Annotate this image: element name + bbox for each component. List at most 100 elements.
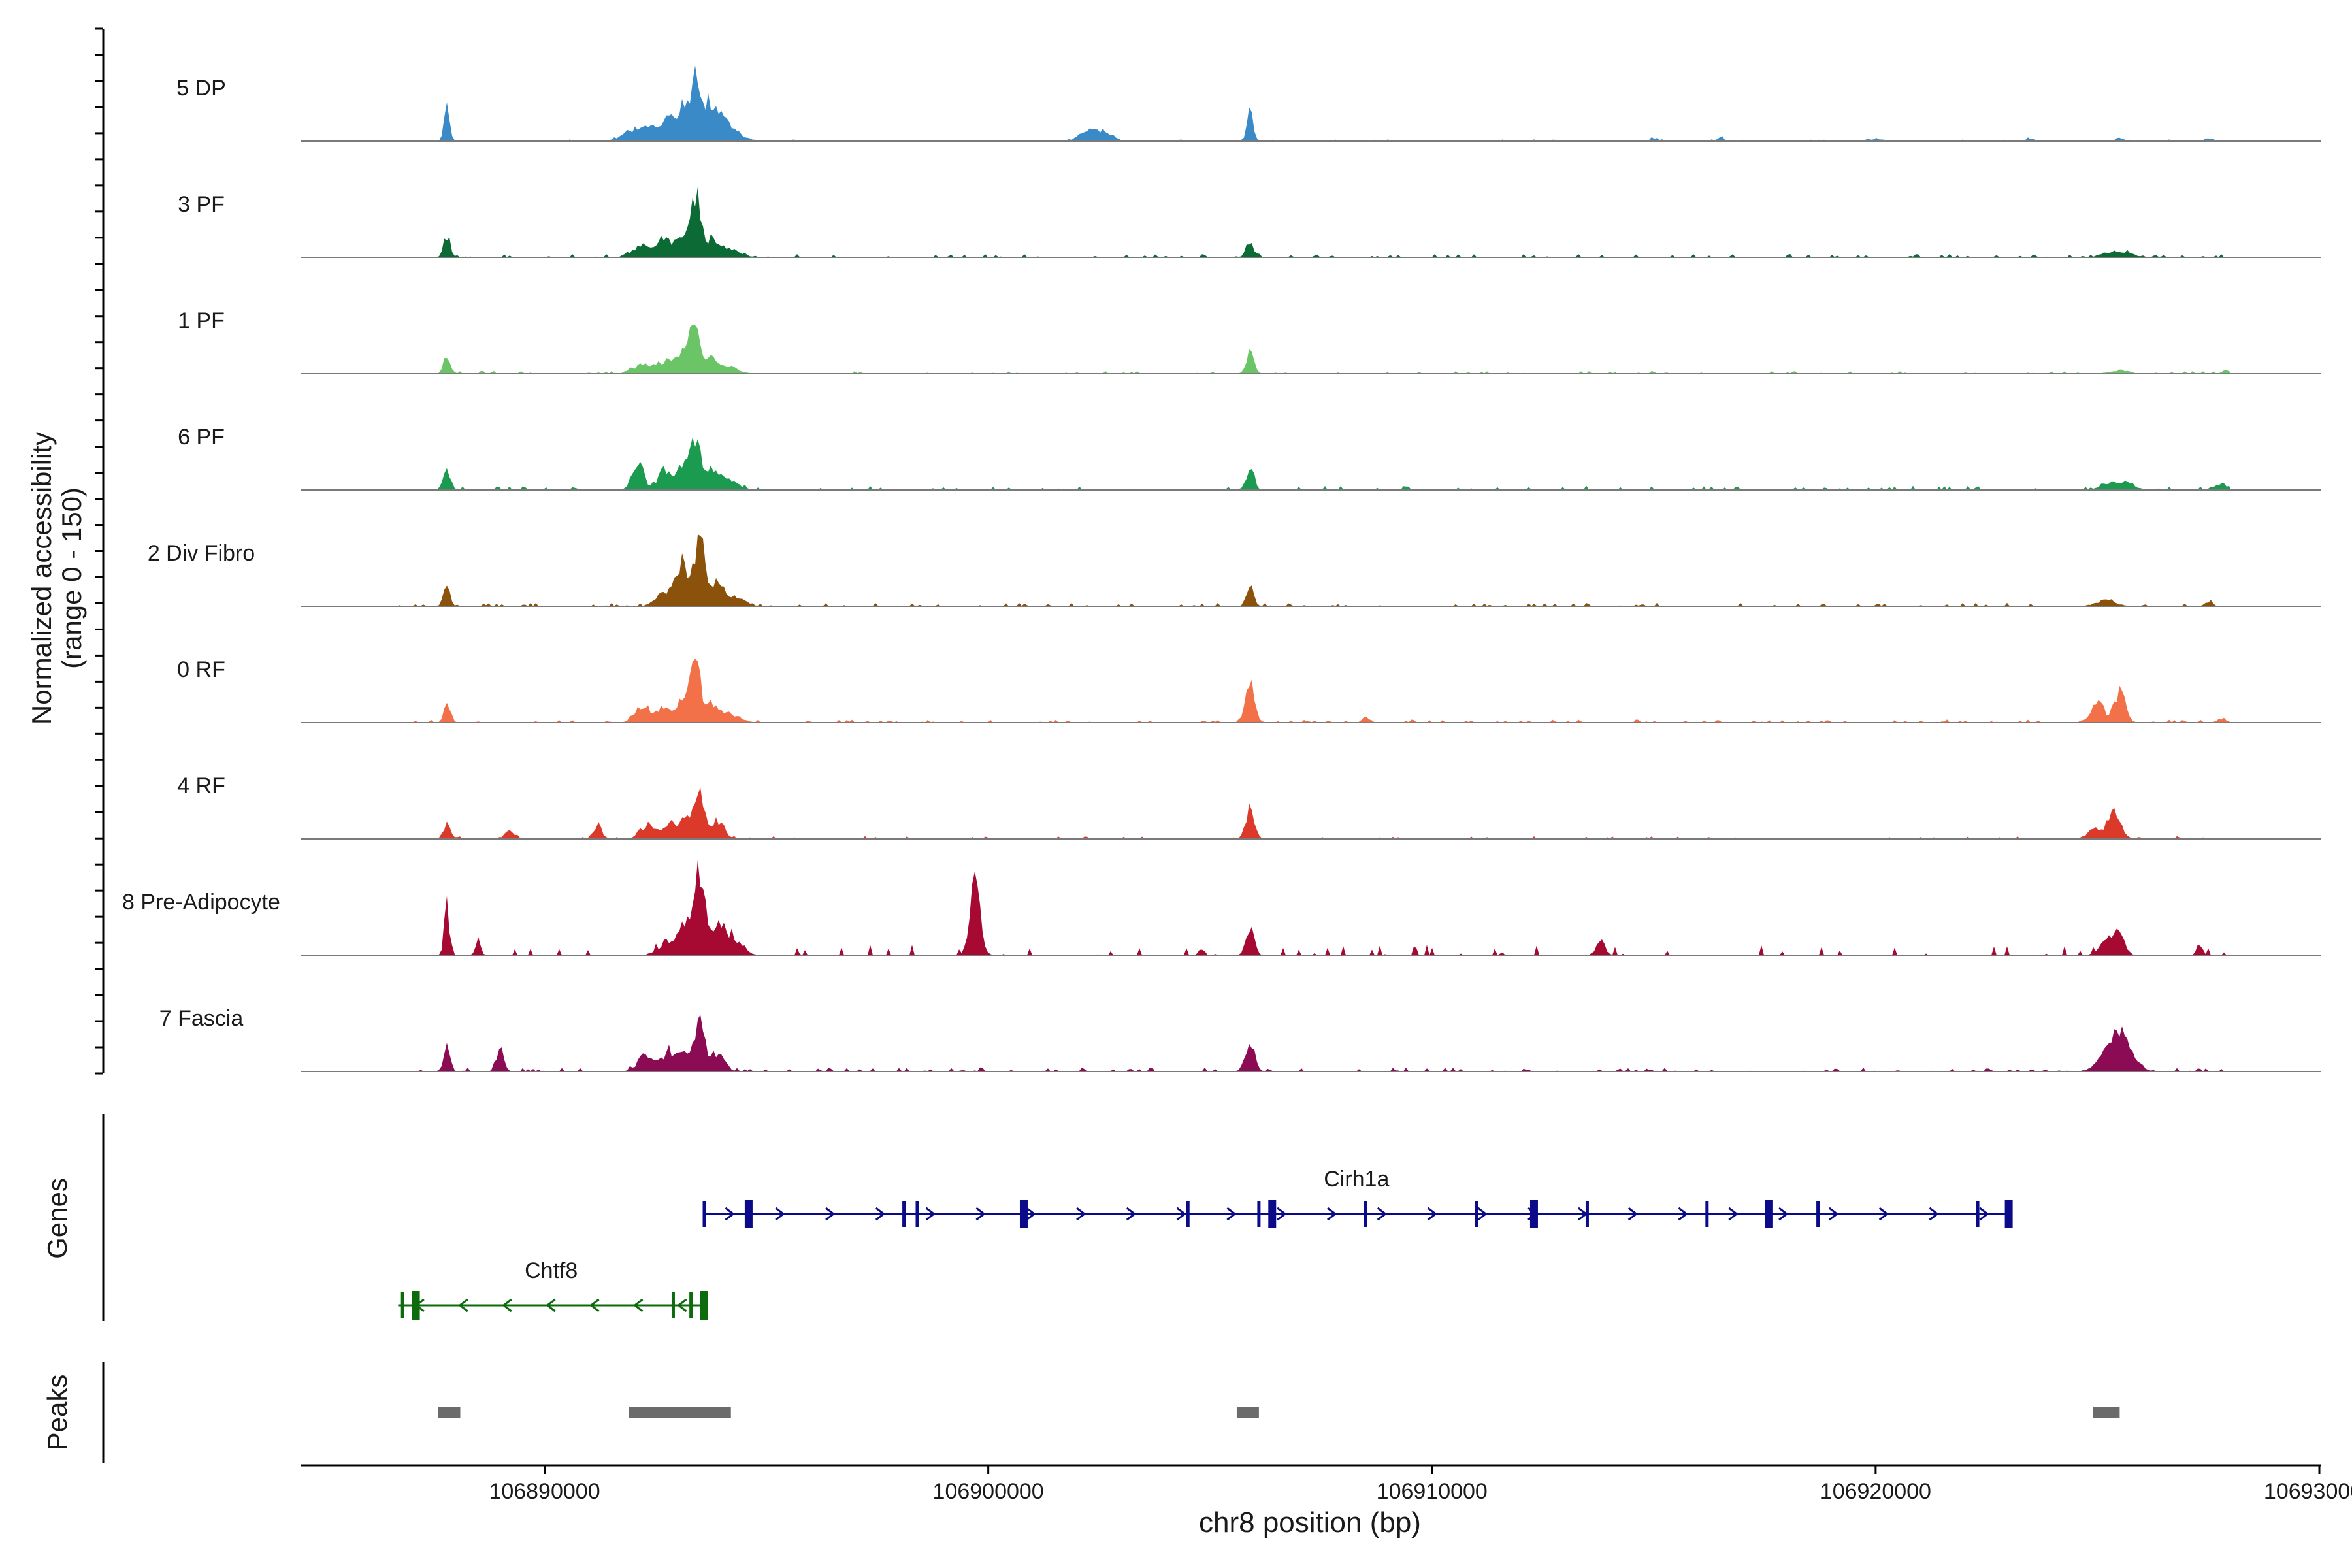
coverage-area: [301, 659, 2231, 723]
strand-arrow: [725, 1207, 735, 1221]
x-axis: 106890000 106900000 106910000 106920000 1069…: [301, 1464, 2352, 1504]
y-axis-label: Normalized accessibility: [26, 432, 57, 725]
track-label: 8 Pre-Adipocyte: [122, 890, 280, 915]
coverage-area: [301, 324, 2231, 374]
gene-exon: [915, 1201, 919, 1227]
strand-arrow: [1377, 1207, 1388, 1221]
gene-exon: [689, 1292, 693, 1318]
strand-arrow: [1577, 1207, 1588, 1221]
peak-region: [629, 1407, 731, 1418]
gene-exon: [400, 1292, 404, 1318]
coverage-tracks: 5 DP 3 PF 1 PF 6 PF 2 Div Fibro 0 RF 4 RF 8 Pre…: [122, 65, 2321, 1072]
gene-exon: [700, 1291, 708, 1320]
strand-arrow: [1627, 1207, 1639, 1221]
track-label: 3 PF: [178, 192, 225, 217]
y-axis-label-range: (range 0 - 150): [56, 487, 87, 669]
x-tick-label: 106910000: [1377, 1479, 1488, 1504]
strand-arrow: [925, 1207, 936, 1221]
track-label: 4 RF: [177, 774, 225, 798]
strand-arrow: [1678, 1207, 1688, 1221]
gene-exon: [1976, 1201, 1980, 1227]
track-label: 6 PF: [178, 425, 225, 449]
strand-arrow: [1026, 1207, 1036, 1221]
coverage-area: [301, 859, 2231, 955]
gene-exon: [1529, 1200, 1538, 1228]
track-2-div-fibro: 2 Div Fibro: [148, 534, 2321, 607]
strand-arrow: [1878, 1207, 1889, 1221]
track-4-rf: 4 RF: [177, 774, 2321, 840]
strand-arrow: [1427, 1207, 1437, 1221]
strand-arrow: [975, 1207, 986, 1221]
peaks-track: [102, 1362, 2120, 1463]
x-tick-label: 106890000: [489, 1479, 600, 1504]
peak-region: [438, 1407, 461, 1418]
strand-arrow: [414, 1298, 425, 1313]
strand-arrow: [1076, 1207, 1086, 1221]
strand-arrow: [1778, 1207, 1789, 1221]
strand-arrow: [1728, 1207, 1739, 1221]
track-7-fascia: 7 Fascia: [159, 1006, 2321, 1072]
gene-exon: [902, 1201, 906, 1227]
track-0-rf: 0 RF: [177, 657, 2321, 723]
strand-arrow: [775, 1207, 785, 1221]
track-3-pf: 3 PF: [178, 186, 2321, 258]
strand-arrow: [458, 1298, 468, 1313]
gene-exon: [671, 1292, 675, 1318]
strand-arrow: [1929, 1207, 1939, 1221]
gene-exon: [1816, 1201, 1820, 1227]
peak-region: [2093, 1407, 2120, 1418]
coverage-area: [301, 1014, 2231, 1071]
peaks-track-label: Peaks: [42, 1375, 73, 1451]
track-6-pf: 6 PF: [178, 425, 2321, 491]
x-tick-label: 106920000: [1820, 1479, 1931, 1504]
coverage-area: [301, 437, 2231, 490]
track-label: 7 Fascia: [159, 1006, 244, 1031]
genes-track-label: Genes: [42, 1178, 73, 1259]
gene-chtf8: Chtf8: [398, 1258, 708, 1320]
track-label: 2 Div Fibro: [148, 541, 255, 566]
track-1-pf: 1 PF: [178, 308, 2321, 374]
strand-arrow: [633, 1298, 644, 1313]
strand-arrow: [1226, 1207, 1237, 1221]
strand-arrow: [1126, 1207, 1137, 1221]
gene-exon: [702, 1201, 706, 1227]
gene-exon: [1475, 1201, 1478, 1227]
x-axis-label: chr8 position (bp): [1199, 1507, 1421, 1539]
strand-arrow: [677, 1298, 687, 1313]
gene-exon: [1257, 1201, 1261, 1227]
coverage-area: [301, 787, 2231, 839]
strand-arrow: [875, 1207, 886, 1221]
strand-arrow: [1828, 1207, 1839, 1221]
coverage-area: [301, 534, 2231, 606]
gene-exon: [1186, 1201, 1190, 1227]
peak-region: [1236, 1407, 1259, 1418]
gene-exon: [1268, 1200, 1277, 1228]
strand-arrow: [1979, 1207, 1989, 1221]
strand-arrow: [589, 1298, 600, 1313]
gene-exon: [1364, 1201, 1367, 1227]
coverage-area: [301, 65, 2231, 141]
strand-arrow: [1176, 1207, 1187, 1221]
track-label: 1 PF: [178, 308, 225, 333]
gene-exon: [744, 1200, 753, 1228]
track-5-dp: 5 DP: [176, 65, 2321, 142]
track-label: 0 RF: [177, 657, 225, 682]
track-8-pre-adipocyte: 8 Pre-Adipocyte: [122, 859, 2321, 956]
gene-name-label: Chtf8: [525, 1258, 578, 1283]
strand-arrow: [1277, 1207, 1287, 1221]
strand-arrow: [1327, 1207, 1337, 1221]
strand-arrow: [502, 1298, 512, 1313]
accessibility-y-axis: [95, 27, 105, 1075]
gene-exon: [1705, 1201, 1709, 1227]
x-tick-label: 106900000: [933, 1479, 1044, 1504]
track-label: 5 DP: [176, 76, 226, 101]
strand-arrow: [1477, 1207, 1488, 1221]
strand-arrow: [546, 1298, 556, 1313]
gene-exon: [1765, 1200, 1773, 1228]
genes-track: Cirh1a Chtf8: [102, 1114, 2013, 1321]
strand-arrow: [825, 1207, 836, 1221]
gene-cirh1a: Cirh1a: [702, 1167, 2013, 1228]
x-tick-label: 106930000: [2264, 1479, 2352, 1504]
strand-arrow: [1527, 1207, 1538, 1221]
